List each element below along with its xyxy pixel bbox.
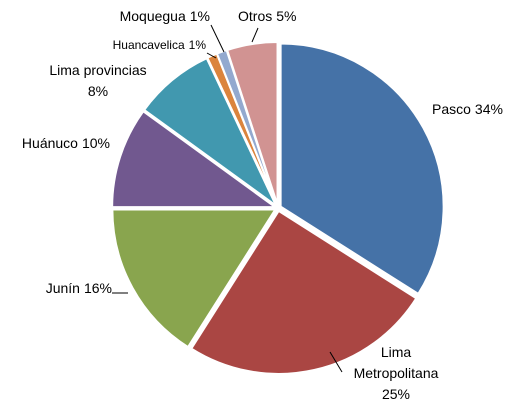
data-label: Lima provincias 8%: [49, 62, 146, 99]
category-label: Huánuco: [22, 135, 78, 151]
category-label: Junín: [46, 280, 80, 296]
category-label: Huancavelica: [113, 38, 185, 52]
data-label: Pasco 34%: [432, 101, 503, 117]
category-label: Lima Metropolitana: [354, 344, 439, 381]
pie-slice: [111, 109, 279, 209]
pie-slice: [111, 208, 278, 349]
leader-line: [206, 52, 217, 59]
value-label: 25%: [382, 386, 410, 402]
data-label: Huancavelica 1%: [113, 38, 207, 52]
data-label: Lima Metropolitana 25%: [354, 344, 439, 402]
value-label: 10%: [82, 135, 110, 151]
value-label: 1%: [190, 8, 210, 24]
pie-slice: [279, 42, 445, 296]
value-label: 8%: [88, 83, 108, 99]
category-label: Pasco: [432, 101, 471, 117]
value-label: 5%: [276, 8, 296, 24]
data-label: Moquegua 1%: [120, 8, 210, 24]
data-label: Otros 5%: [238, 8, 296, 24]
leader-line: [210, 24, 225, 53]
leader-line: [251, 27, 259, 43]
pie-slice: [189, 209, 418, 375]
category-label: Lima provincias: [49, 62, 146, 78]
category-label: Moquegua: [120, 8, 186, 24]
value-label: 16%: [84, 280, 112, 296]
category-label: Otros: [238, 8, 272, 24]
value-label: 34%: [475, 101, 503, 117]
value-label: 1%: [189, 38, 207, 52]
pie-slice: [225, 41, 279, 206]
data-label: Huánuco 10%: [22, 135, 110, 151]
leader-line: [329, 351, 343, 373]
data-label: Junín 16%: [46, 280, 112, 296]
